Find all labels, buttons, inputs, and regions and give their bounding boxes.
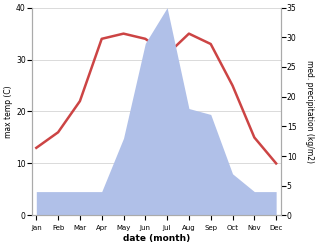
Y-axis label: max temp (C): max temp (C) — [4, 85, 13, 138]
X-axis label: date (month): date (month) — [123, 234, 190, 243]
Y-axis label: med. precipitation (kg/m2): med. precipitation (kg/m2) — [305, 60, 314, 163]
